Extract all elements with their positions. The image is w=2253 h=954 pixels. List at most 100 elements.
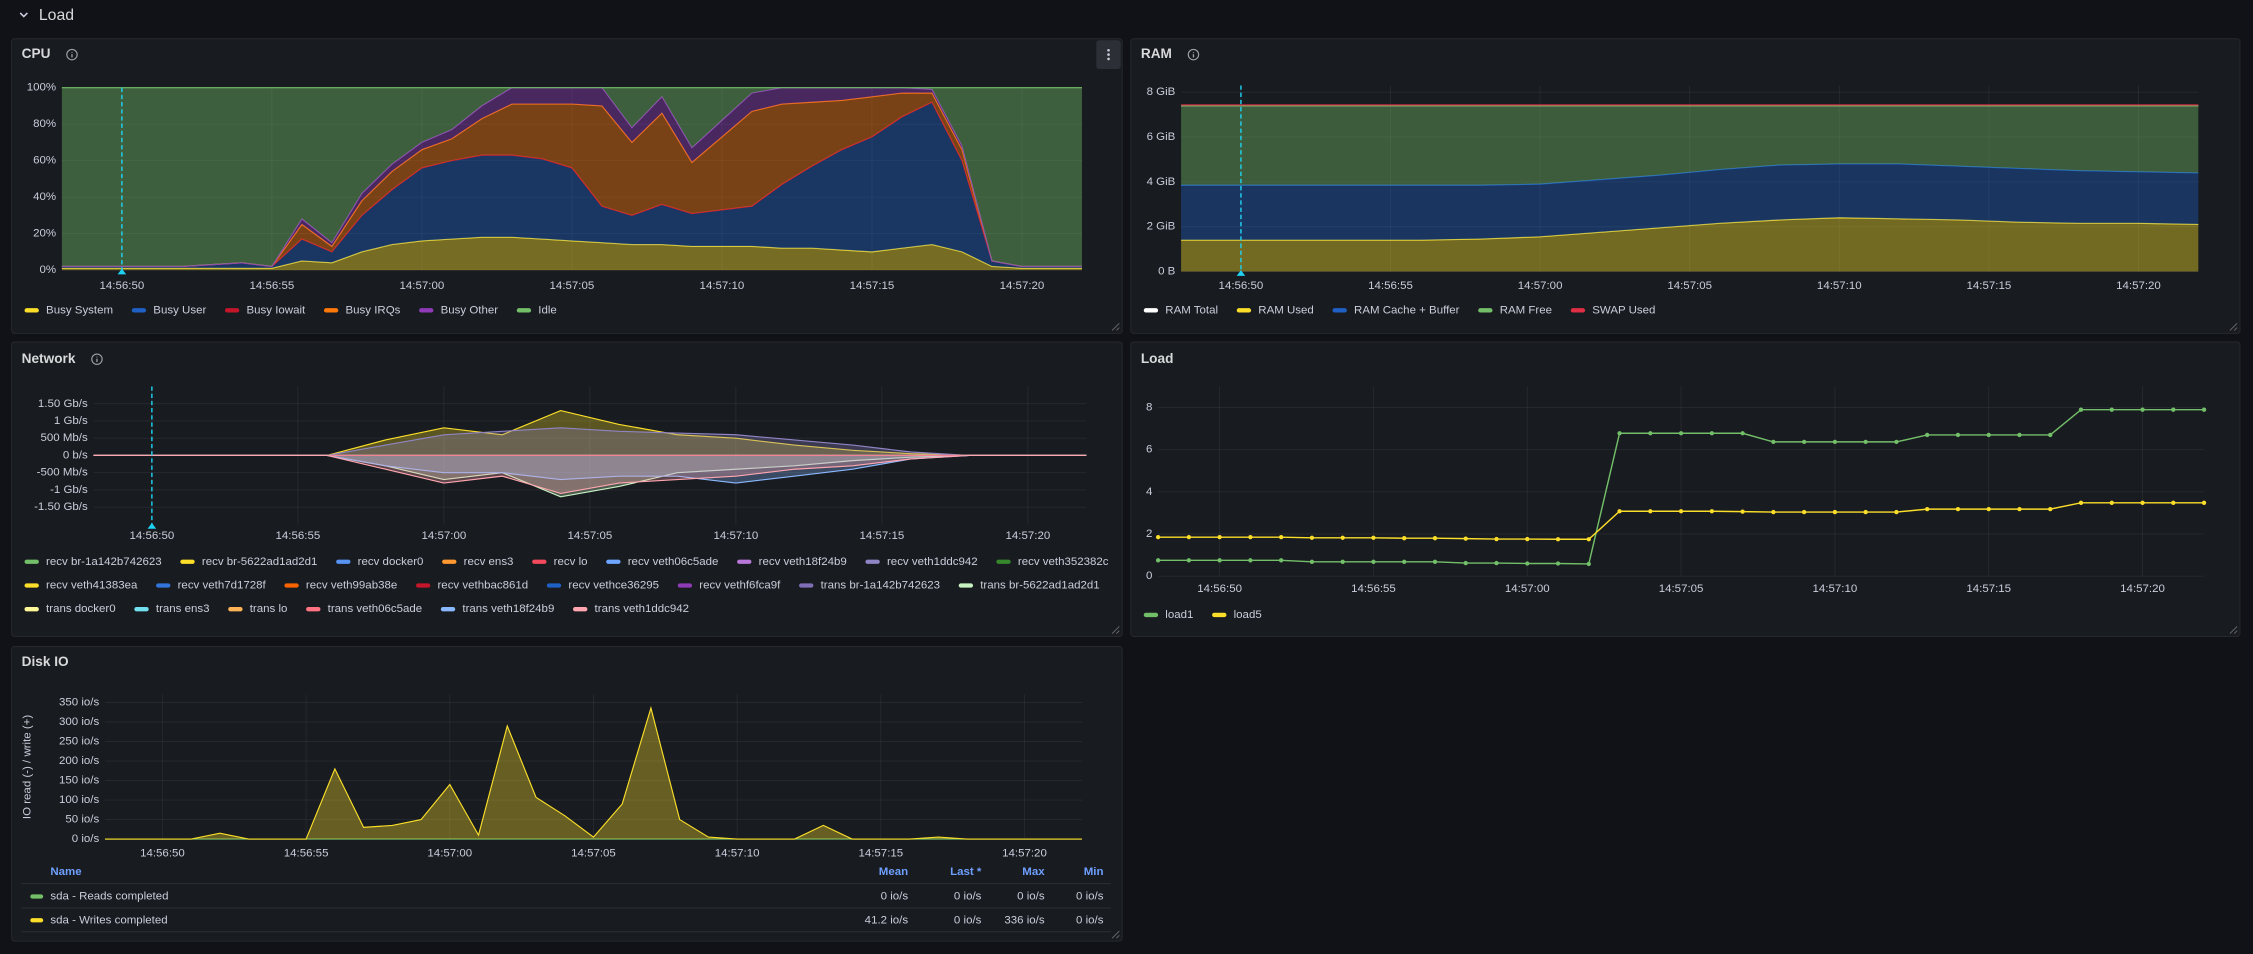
y-axis-label: IO read (-) / write (+) bbox=[21, 715, 33, 820]
legend-item[interactable]: recv veth06c5ade bbox=[606, 556, 718, 568]
legend-item[interactable]: SWAP Used bbox=[1570, 304, 1656, 316]
x-tick-label: 14:57:20 bbox=[1006, 530, 1051, 542]
legend-item[interactable]: recv vethbac861d bbox=[415, 580, 528, 592]
legend-marker bbox=[996, 559, 1011, 564]
legend-item[interactable]: Busy IRQs bbox=[323, 304, 401, 316]
info-icon[interactable] bbox=[1187, 48, 1200, 61]
legend-marker bbox=[1212, 612, 1227, 618]
legend-name[interactable]: sda - Reads completed bbox=[50, 891, 168, 903]
data-point bbox=[1586, 537, 1591, 542]
y-tick-label: 4 bbox=[1146, 486, 1153, 498]
annotation-marker[interactable] bbox=[117, 268, 127, 275]
legend-item[interactable]: RAM Total bbox=[1143, 304, 1218, 316]
legend-item[interactable]: recv vethf6fca9f bbox=[677, 580, 781, 592]
legend-item[interactable]: recv lo bbox=[532, 556, 588, 568]
legend-name[interactable]: sda - Writes completed bbox=[50, 914, 167, 926]
data-point bbox=[1402, 559, 1407, 564]
panel bbox=[11, 646, 1123, 942]
legend-marker bbox=[24, 308, 39, 313]
legend-item[interactable]: recv br-5622ad1ad2d1 bbox=[180, 556, 317, 568]
legend-item[interactable]: Busy System bbox=[24, 304, 114, 316]
data-point bbox=[1463, 536, 1468, 541]
data-point bbox=[1648, 431, 1653, 436]
area-fill bbox=[61, 87, 1082, 267]
x-tick-label: 14:57:05 bbox=[550, 280, 595, 292]
legend-marker bbox=[1478, 308, 1493, 313]
table-header: Mean bbox=[879, 866, 908, 878]
legend-label: recv veth99ab38e bbox=[306, 580, 397, 592]
legend-item[interactable]: trans lo bbox=[228, 603, 287, 615]
data-point bbox=[1155, 558, 1161, 563]
panel-title: RAM bbox=[1141, 46, 1172, 61]
legend-item[interactable]: recv docker0 bbox=[336, 556, 423, 568]
row-chevron[interactable] bbox=[19, 12, 28, 18]
legend-item[interactable]: RAM Used bbox=[1236, 304, 1314, 316]
x-tick-label: 14:57:00 bbox=[422, 530, 467, 542]
y-tick-label: 6 bbox=[1146, 444, 1152, 456]
data-point bbox=[1463, 560, 1468, 566]
legend-item[interactable]: recv br-1a142b742623 bbox=[24, 556, 162, 568]
annotation-marker[interactable] bbox=[1236, 270, 1246, 276]
legend-marker bbox=[1570, 308, 1586, 313]
legend-item[interactable]: RAM Free bbox=[1478, 304, 1552, 316]
legend-label: recv ens3 bbox=[464, 556, 514, 568]
legend-item[interactable]: load5 bbox=[1212, 609, 1262, 621]
info-icon[interactable] bbox=[66, 48, 78, 61]
y-tick-label: 150 io/s bbox=[59, 775, 99, 787]
legend-item[interactable]: recv vethce36295 bbox=[546, 580, 659, 592]
x-tick-label: 14:57:20 bbox=[1000, 280, 1045, 292]
legend-marker bbox=[228, 607, 243, 612]
data-point bbox=[1432, 536, 1438, 541]
annotation-marker[interactable] bbox=[147, 522, 157, 529]
resize-handle bbox=[2229, 322, 2238, 331]
legend-item[interactable]: recv veth1ddc942 bbox=[865, 556, 978, 568]
data-point bbox=[1986, 432, 1991, 438]
legend-label: trans ens3 bbox=[156, 603, 210, 615]
legend-label: trans veth06c5ade bbox=[328, 603, 422, 615]
legend-label: load1 bbox=[1165, 609, 1193, 621]
data-point bbox=[1801, 439, 1807, 445]
legend-item[interactable]: Busy User bbox=[131, 304, 207, 316]
legend-label: Busy Other bbox=[441, 304, 499, 316]
legend-item[interactable]: Idle bbox=[516, 304, 557, 316]
data-point bbox=[1617, 431, 1622, 436]
data-point bbox=[1955, 506, 1961, 512]
info-icon[interactable] bbox=[91, 353, 103, 365]
data-point bbox=[1217, 534, 1222, 540]
legend-item[interactable]: trans br-5622ad1ad2d1 bbox=[958, 580, 1100, 592]
legend-item[interactable]: Busy Iowait bbox=[224, 304, 306, 316]
y-tick-label: 0 b/s bbox=[63, 449, 88, 461]
legend-item[interactable]: trans veth06c5ade bbox=[306, 603, 422, 615]
legend-item[interactable]: RAM Cache + Buffer bbox=[1332, 304, 1460, 316]
legend-item[interactable]: recv veth352382c bbox=[996, 556, 1109, 568]
panel-title: Load bbox=[1141, 351, 1174, 366]
x-tick-label: 14:57:20 bbox=[2120, 583, 2165, 595]
table-cell: 0 io/s bbox=[954, 891, 982, 903]
data-point bbox=[2171, 500, 2176, 505]
data-point bbox=[2048, 506, 2053, 512]
legend-item[interactable]: trans veth18f24b9 bbox=[440, 603, 555, 615]
legend-item[interactable]: recv veth7d1728f bbox=[156, 580, 267, 592]
data-point bbox=[1248, 558, 1253, 563]
data-point bbox=[2171, 407, 2176, 412]
legend-label: recv br-1a142b742623 bbox=[46, 556, 162, 568]
row-title[interactable]: Load bbox=[39, 7, 74, 24]
legend-item[interactable]: recv veth41383ea bbox=[24, 580, 138, 592]
data-point bbox=[1186, 534, 1192, 540]
legend-item[interactable]: trans veth1ddc942 bbox=[573, 603, 689, 615]
y-tick-label: 1 Gb/s bbox=[54, 415, 88, 427]
panel-menu[interactable] bbox=[1096, 40, 1121, 69]
legend-item[interactable]: recv veth99ab38e bbox=[284, 580, 397, 592]
legend-item[interactable]: recv veth18f24b9 bbox=[737, 556, 847, 568]
legend-item[interactable]: trans ens3 bbox=[134, 603, 210, 615]
y-tick-label: 60% bbox=[33, 155, 56, 167]
legend-item[interactable]: recv ens3 bbox=[442, 556, 513, 568]
legend-item[interactable]: load1 bbox=[1143, 609, 1194, 621]
legend-item[interactable]: trans br-1a142b742623 bbox=[799, 580, 940, 592]
data-point bbox=[1340, 559, 1345, 564]
legend-label: recv veth06c5ade bbox=[628, 556, 719, 568]
legend-item[interactable]: trans docker0 bbox=[24, 603, 116, 615]
x-tick-label: 14:57:10 bbox=[715, 847, 760, 859]
legend-item[interactable]: Busy Other bbox=[419, 304, 498, 316]
legend-marker bbox=[323, 308, 339, 313]
